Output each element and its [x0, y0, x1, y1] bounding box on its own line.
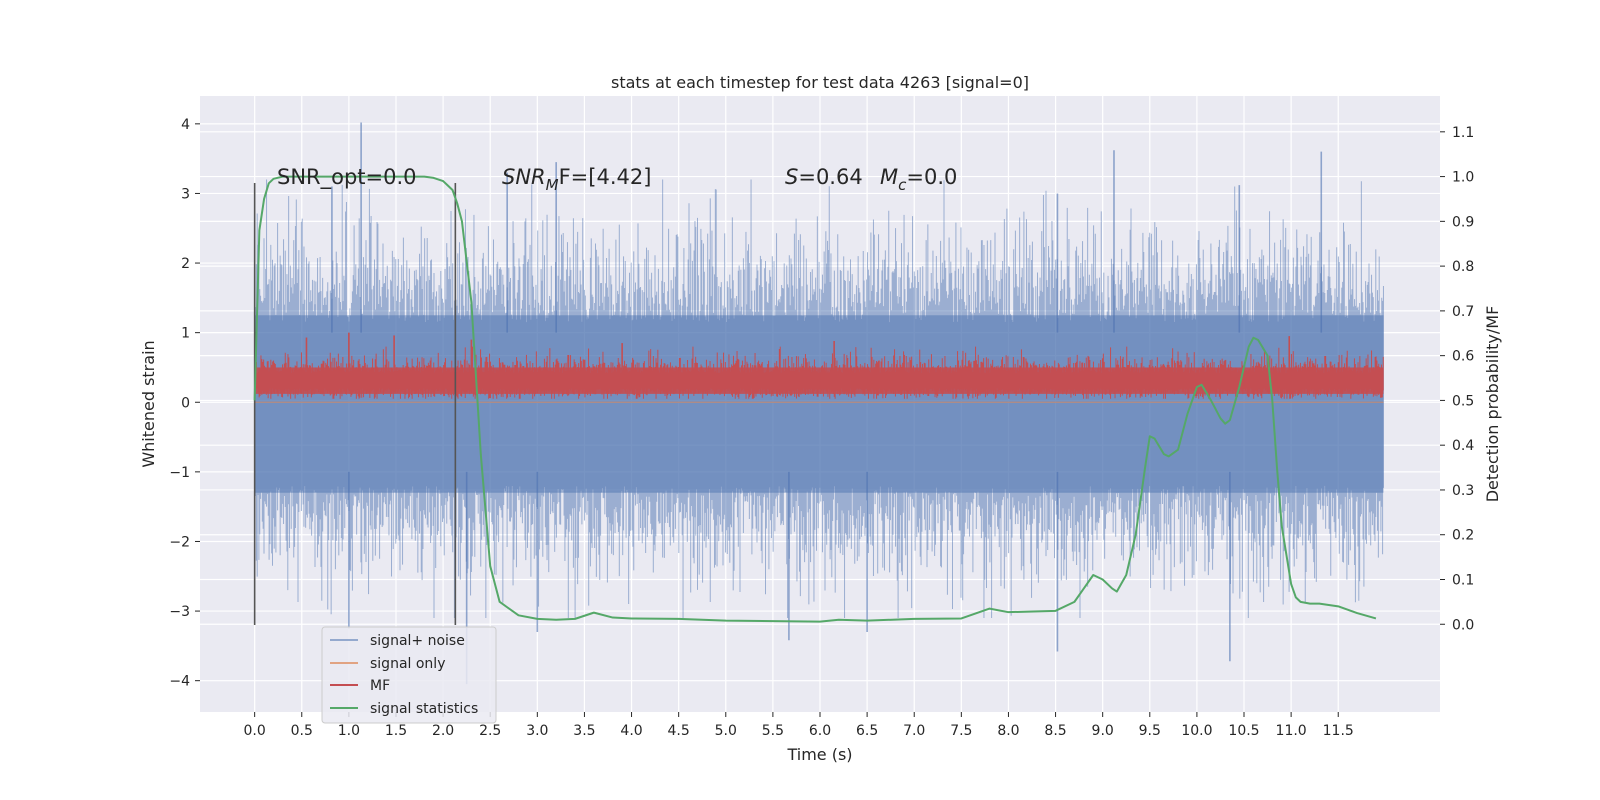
- y-tick-label: −4: [169, 674, 190, 690]
- y2-tick-label: 0.1: [1452, 572, 1474, 588]
- y-tick-label: −2: [169, 534, 190, 550]
- x-tick-label: 3.0: [526, 723, 548, 739]
- x-tick-label: 11.0: [1276, 723, 1307, 739]
- y2-tick-label: 0.6: [1452, 349, 1474, 365]
- annotation-snr-mf: SNRMF=[4.42]: [502, 165, 651, 194]
- y-tick-label: 1: [181, 326, 190, 342]
- mc-sub: c: [898, 176, 907, 194]
- y2-tick-label: 0.0: [1452, 617, 1474, 633]
- annotation-s: S=0.64: [785, 165, 863, 189]
- y-tick-label: −1: [169, 465, 190, 481]
- x-tick-label: 7.5: [950, 723, 972, 739]
- vertical-markers: [253, 183, 457, 625]
- snr-mf-sub: M: [546, 176, 559, 194]
- y2-tick-label: 1.1: [1452, 125, 1474, 141]
- y-tick-label: 0: [181, 395, 190, 411]
- x-tick-label: 2.5: [479, 723, 501, 739]
- x-tick-label: 0.0: [244, 723, 266, 739]
- chart-title: stats at each timestep for test data 426…: [611, 73, 1029, 92]
- snr-mf-rest: F=[4.42]: [559, 165, 652, 189]
- x-tick-label: 1.5: [385, 723, 407, 739]
- y2-tick-label: 0.2: [1452, 528, 1474, 544]
- y2-tick-label: 0.8: [1452, 259, 1474, 275]
- legend-label-signal-statistics: signal statistics: [370, 701, 478, 717]
- x-tick-label: 9.5: [1139, 723, 1161, 739]
- y2-tick-label: 1.0: [1452, 170, 1474, 186]
- y-tick-label: −3: [169, 604, 190, 620]
- x-tick-label: 3.5: [573, 723, 595, 739]
- y-tick-label: 3: [181, 186, 190, 202]
- annotation-mc: Mc=0.0: [880, 165, 957, 194]
- annotation-snr-opt: SNR_opt=0.0: [277, 165, 417, 190]
- x-axis-ticks: 0.0 0.5 1.0 1.5 2.0 2.5 3.0 3.5 4.0 4.5 5.0 5.5 6.0 6…: [244, 712, 1354, 739]
- x-tick-label: 10.0: [1181, 723, 1212, 739]
- y2-tick-label: 0.7: [1452, 304, 1474, 320]
- x-tick-label: 2.0: [432, 723, 454, 739]
- y2-tick-label: 0.9: [1452, 214, 1474, 230]
- x-tick-label: 6.5: [856, 723, 878, 739]
- y2-tick-label: 0.3: [1452, 483, 1474, 499]
- snr-mf-var: SNR: [502, 165, 546, 189]
- y-axis-label: Whitened strain: [139, 340, 158, 467]
- x-tick-label: 7.0: [903, 723, 925, 739]
- x-tick-label: 6.0: [809, 723, 831, 739]
- x-tick-label: 5.0: [715, 723, 737, 739]
- signal-statistics-line: [253, 175, 1377, 623]
- legend-box: [321, 626, 497, 724]
- legend-label-signal-only: signal only: [370, 656, 445, 672]
- x-tick-label: 8.0: [997, 723, 1019, 739]
- x-axis-label: Time (s): [786, 745, 852, 764]
- s-rest: =0.64: [798, 165, 862, 189]
- x-tick-label: 9.0: [1092, 723, 1114, 739]
- y2-axis-ticks: 0.0 0.1 0.2 0.3 0.4 0.5 0.6 0.7 0.8 0.9 1.0 1.1: [1440, 125, 1474, 633]
- legend-label-signal-noise: signal+ noise: [370, 633, 465, 649]
- x-tick-label: 8.5: [1044, 723, 1066, 739]
- y2-tick-label: 0.4: [1452, 438, 1474, 454]
- y-tick-label: 4: [181, 117, 190, 133]
- signal-noise-series: [254, 122, 1384, 685]
- x-tick-label: 4.5: [668, 723, 690, 739]
- legend: signal+ noise signal only MF signal stat…: [321, 626, 497, 724]
- y2-tick-label: 0.5: [1452, 393, 1474, 409]
- x-tick-label: 1.0: [338, 723, 360, 739]
- x-tick-label: 5.5: [762, 723, 784, 739]
- x-tick-label: 10.5: [1228, 723, 1259, 739]
- y-axis-ticks: −4 −3 −2 −1 0 1 2 3 4: [169, 117, 200, 690]
- mc-rest: =0.0: [906, 165, 957, 189]
- y-tick-label: 2: [181, 256, 190, 272]
- s-var: S: [785, 165, 798, 189]
- x-tick-label: 0.5: [291, 723, 313, 739]
- legend-label-mf: MF: [370, 678, 390, 694]
- y2-axis-label: Detection probability/MF: [1483, 306, 1502, 503]
- x-tick-label: 4.0: [620, 723, 642, 739]
- x-tick-label: 11.5: [1323, 723, 1354, 739]
- mc-var: M: [880, 165, 898, 189]
- signal-statistics-series: [253, 175, 1377, 623]
